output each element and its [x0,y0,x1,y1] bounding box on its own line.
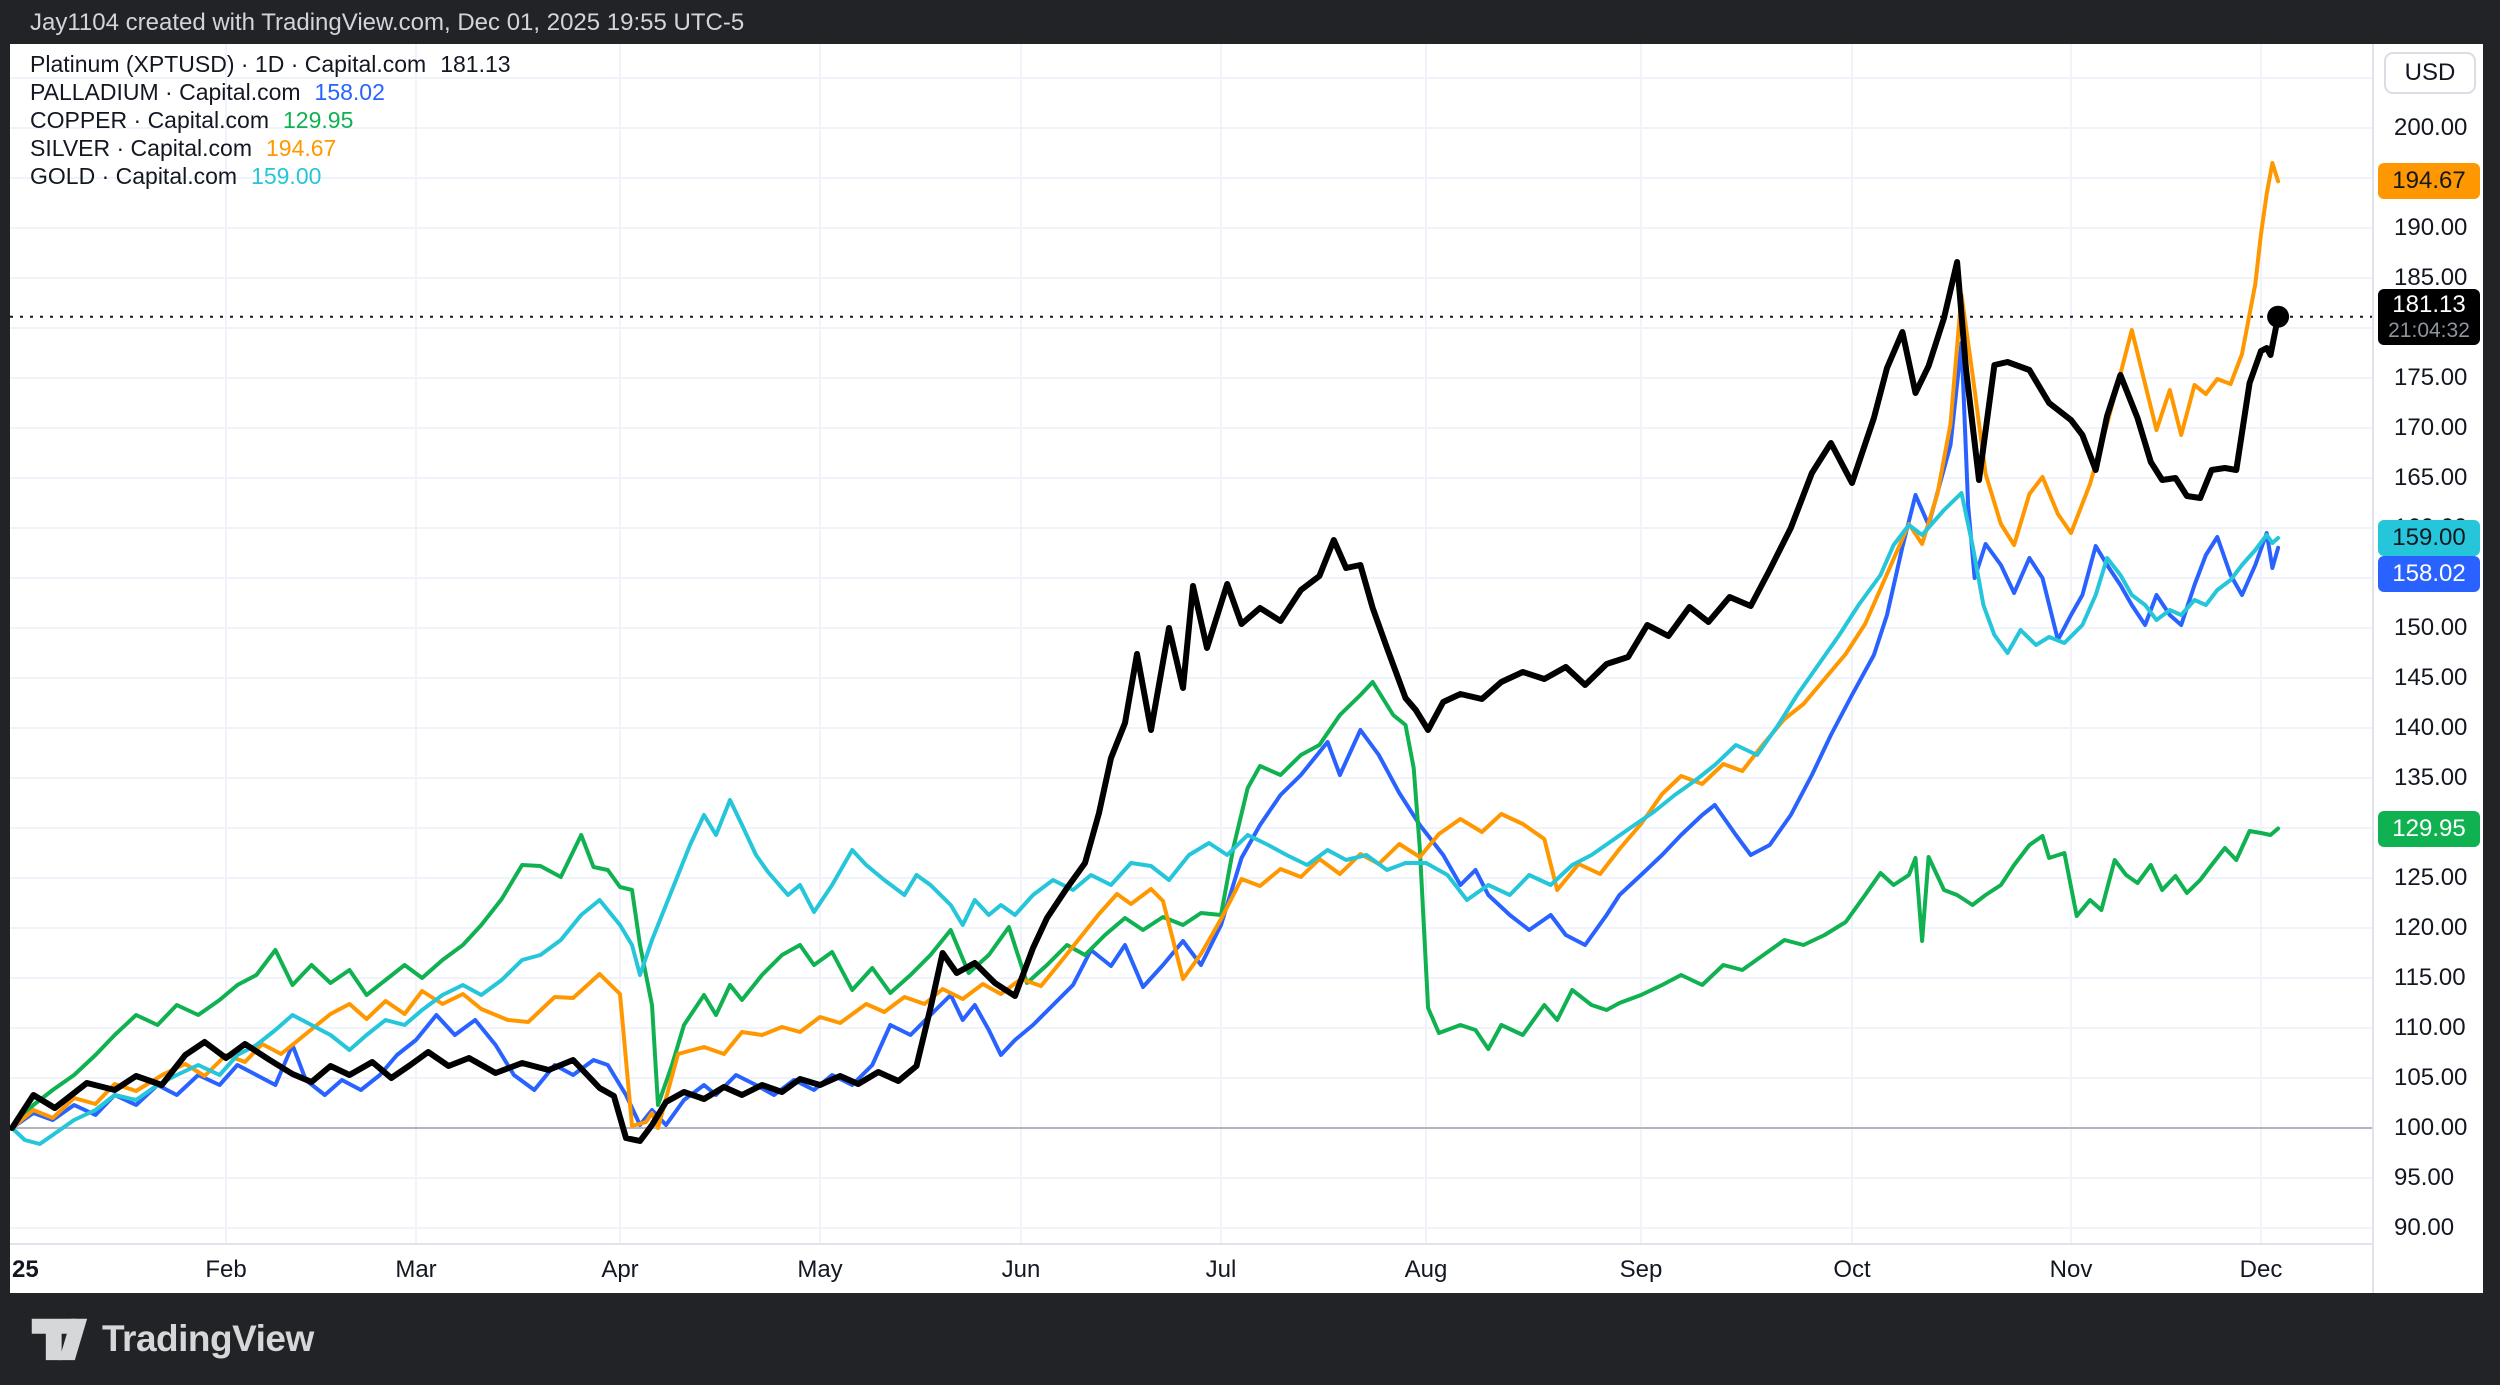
footer-bar: TradingView [0,1293,2500,1385]
attribution-bar: Jay1104 created with TradingView.com, De… [0,0,2500,44]
time-scale[interactable]: 25 Feb Mar Apr May Jun Jul Aug Sep Oct Nov Dec [10,1243,2372,1293]
tradingview-logo-text: TradingView [102,1318,314,1359]
price-badge: 194.67 [2378,163,2480,200]
legend-row-silver[interactable]: SILVER · Capital.com 194.67 [30,134,511,162]
price-tick: 105.00 [2394,1064,2468,1091]
price-tick: 115.00 [2394,964,2466,991]
price-tick: 110.00 [2394,1014,2466,1041]
legend-value: 181.13 [440,51,511,77]
currency-toggle-button[interactable]: USD [2384,52,2476,94]
legend-row-platinum[interactable]: Platinum (XPTUSD) · 1D · Capital.com 181… [30,50,511,78]
legend-label: SILVER · Capital.com [30,135,252,161]
price-tick: 125.00 [2394,864,2468,891]
price-tick: 200.00 [2394,114,2468,141]
attribution-text: Jay1104 created with TradingView.com, De… [30,9,745,36]
legend-label: Platinum (XPTUSD) · 1D · Capital.com [30,51,427,77]
time-tick-feb: Feb [205,1256,247,1283]
price-tick: 90.00 [2394,1214,2455,1241]
price-tick: 165.00 [2394,464,2468,491]
time-tick-sep: Sep [1619,1256,1663,1283]
price-tick: 140.00 [2394,714,2468,741]
price-tick: 145.00 [2394,664,2468,691]
time-tick-apr: Apr [601,1256,639,1283]
tradingview-logo[interactable]: TradingView [30,1314,314,1364]
time-tick-jun: Jun [1001,1256,1041,1283]
legend-value: 194.67 [265,135,337,161]
chart-panel[interactable]: Platinum (XPTUSD) · 1D · Capital.com 181… [10,44,2483,1293]
price-tick: 190.00 [2394,214,2468,241]
legend-value: 129.95 [283,107,354,133]
price-badge: 129.95 [2378,810,2480,847]
tradingview-logo-icon [31,1318,88,1361]
price-tick: 135.00 [2394,764,2468,791]
price-tick: 170.00 [2394,414,2468,441]
time-tick-nov: Nov [2049,1256,2093,1283]
price-tick: 185.00 [2394,264,2468,291]
price-chart-plot[interactable] [10,44,2483,1293]
price-badge: 158.02 [2378,556,2480,592]
time-tick-dec: Dec [2239,1256,2283,1283]
legend-label: COPPER · Capital.com [30,107,270,133]
time-tick-aug: Aug [1404,1256,1448,1283]
price-tick: 150.00 [2394,614,2468,641]
series-copper [10,680,2281,1130]
price-badge: 181.13 21:04:32 [2378,288,2480,345]
price-tick: 120.00 [2394,914,2468,941]
time-tick-mar: Mar [395,1256,437,1283]
series-silver [10,161,2281,1130]
price-tick: 95.00 [2394,1164,2455,1191]
time-tick-year: 25 [12,1256,39,1283]
price-tick: 100.00 [2394,1114,2468,1141]
series-palladium [10,341,2281,1130]
legend-row-copper[interactable]: COPPER · Capital.com 129.95 [30,106,511,134]
price-badge: 159.00 [2378,520,2480,556]
legend-value: 159.00 [251,163,322,189]
legend-row-gold[interactable]: GOLD · Capital.com 159.00 [30,162,511,190]
time-tick-jul: Jul [1205,1256,1237,1283]
time-tick-may: May [797,1256,843,1283]
legend-row-palladium[interactable]: PALLADIUM · Capital.com 158.02 [30,78,511,106]
series-platinum-xptusd- [10,259,2282,1144]
legend-value: 158.02 [314,79,385,105]
legend: Platinum (XPTUSD) · 1D · Capital.com 181… [30,50,511,190]
legend-label: PALLADIUM · Capital.com [30,79,301,105]
last-price-marker [2267,305,2290,328]
price-tick: 175.00 [2394,364,2468,391]
time-tick-oct: Oct [1833,1256,1871,1283]
price-scale[interactable]: USD 200.00195.00190.00185.00180.00175.00… [2372,44,2483,1293]
series-gold [10,491,2281,1146]
legend-label: GOLD · Capital.com [30,163,238,189]
